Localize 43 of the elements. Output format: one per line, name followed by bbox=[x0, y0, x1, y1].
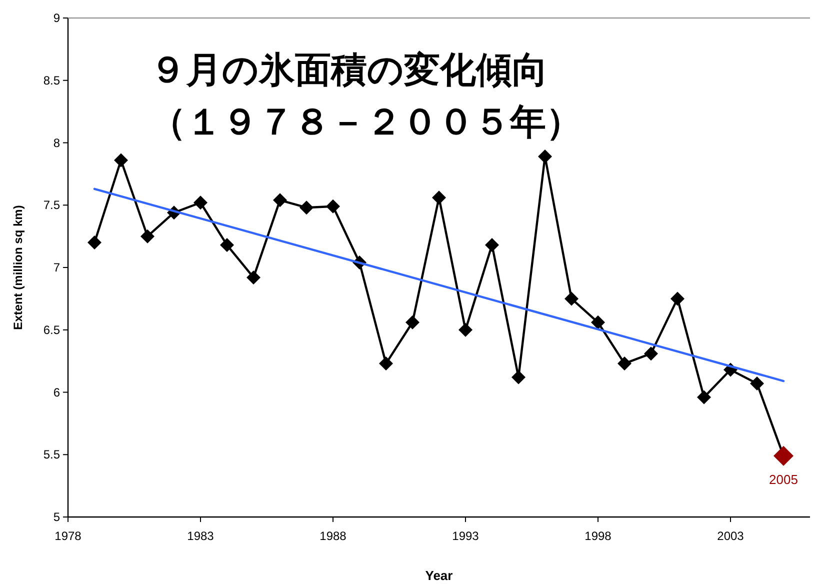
point bbox=[485, 238, 499, 252]
y-tick-label: 6.5 bbox=[43, 322, 60, 337]
point bbox=[458, 322, 472, 337]
x-tick-label: 1983 bbox=[187, 529, 214, 543]
y-axis-title: Extent (million sq km) bbox=[11, 205, 25, 330]
y-tick-label: 6 bbox=[53, 385, 60, 400]
annotation: 2005 bbox=[769, 472, 798, 487]
x-tick-label: 1993 bbox=[452, 529, 480, 543]
point bbox=[432, 190, 446, 205]
x-axis-title: Year bbox=[425, 568, 453, 583]
y-tick-label: 8.5 bbox=[43, 73, 60, 88]
point bbox=[670, 292, 684, 306]
point bbox=[406, 315, 420, 330]
point bbox=[564, 292, 578, 306]
x-tick-label: 1978 bbox=[54, 529, 82, 543]
point bbox=[379, 356, 393, 371]
point bbox=[114, 153, 128, 168]
point bbox=[326, 199, 340, 214]
y-tick-label: 5 bbox=[53, 510, 60, 524]
y-tick-label: 8 bbox=[53, 136, 60, 150]
y-tick-label: 9 bbox=[53, 11, 60, 25]
point bbox=[750, 376, 764, 391]
text: ９月の氷面積の変化傾向 bbox=[150, 49, 548, 90]
text: （１９７８－２００５年） bbox=[150, 101, 582, 142]
point bbox=[246, 270, 260, 284]
point bbox=[618, 356, 632, 371]
point bbox=[697, 390, 711, 404]
point bbox=[88, 236, 102, 250]
y-tick-label: 7.5 bbox=[43, 198, 60, 212]
x-tick-label: 2003 bbox=[717, 529, 744, 543]
point bbox=[220, 238, 234, 252]
x-tick-label: 1988 bbox=[320, 529, 347, 543]
point bbox=[512, 370, 526, 384]
point bbox=[591, 315, 605, 330]
point bbox=[140, 229, 154, 244]
point bbox=[538, 149, 552, 164]
point bbox=[194, 196, 208, 210]
y-tick-label: 5.5 bbox=[43, 448, 60, 462]
x-tick-label: 1998 bbox=[584, 529, 612, 543]
point bbox=[300, 200, 314, 215]
y-tick-label: 7 bbox=[53, 260, 60, 274]
point bbox=[644, 346, 658, 361]
point bbox=[273, 193, 287, 208]
